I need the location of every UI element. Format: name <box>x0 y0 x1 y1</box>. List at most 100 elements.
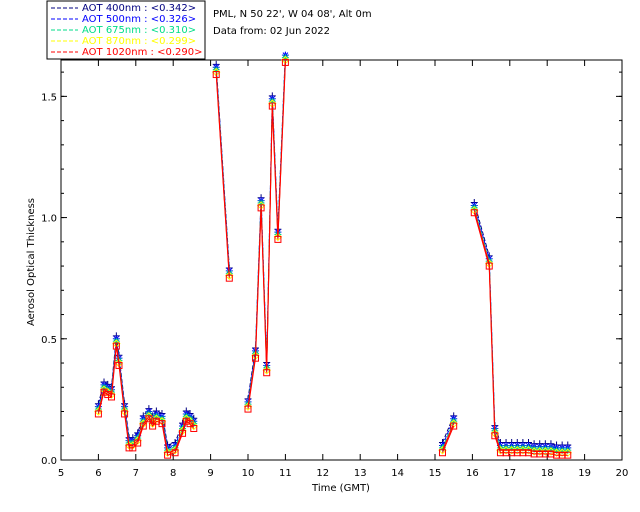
x-tick-label: 19 <box>578 468 591 479</box>
data-series <box>94 51 572 459</box>
series-3 <box>94 55 572 457</box>
x-tick-label: 5 <box>58 468 64 479</box>
data-point <box>152 412 160 420</box>
data-point <box>212 66 220 74</box>
data-point <box>438 444 446 452</box>
data-point <box>134 434 142 442</box>
series-line <box>473 210 568 454</box>
data-point <box>450 422 458 430</box>
data-point <box>438 446 447 455</box>
data-point <box>158 420 166 428</box>
series-2 <box>94 54 572 454</box>
data-point <box>508 444 516 452</box>
data-point <box>450 417 458 425</box>
data-point <box>507 446 516 455</box>
data-point <box>225 271 234 280</box>
y-tick-label: 1.5 <box>41 92 57 103</box>
data-point <box>179 424 187 432</box>
data-point <box>158 415 166 423</box>
legend-entry: AOT 675nm : <0.310> <box>82 25 196 36</box>
legend-box <box>46 0 206 60</box>
legend-entry: AOT 870nm : <0.299> <box>82 36 196 47</box>
series-1 <box>94 51 572 452</box>
data-point <box>513 444 521 452</box>
series-line <box>473 210 568 454</box>
data-point <box>149 417 157 425</box>
data-point <box>557 448 567 457</box>
y-axis-label: Aerosol Optical Thickness <box>26 198 37 326</box>
series-line <box>473 212 568 456</box>
x-tick-label: 16 <box>466 468 479 479</box>
legend-entry: AOT 400nm : <0.342> <box>82 3 196 14</box>
x-tick-label: 17 <box>503 468 516 479</box>
data-point <box>513 446 522 455</box>
x-tick-label: 8 <box>170 468 176 479</box>
x-tick-label: 12 <box>316 468 329 479</box>
data-point <box>470 204 478 212</box>
data-point <box>470 209 478 217</box>
y-tick-label: 1.0 <box>41 214 57 225</box>
data-point <box>518 446 528 455</box>
legend: AOT 400nm : <0.342>AOT 500nm : <0.326>AO… <box>46 0 206 60</box>
x-tick-label: 6 <box>95 468 101 479</box>
data-point <box>133 436 142 445</box>
data-point <box>281 54 289 62</box>
data-point <box>152 414 161 423</box>
data-point <box>525 444 532 452</box>
data-point <box>94 407 103 416</box>
data-point <box>546 447 556 456</box>
x-axis-ticks: 5 6 7 8 9 10 11 12 13 14 15 16 17 18 19 20 <box>58 60 629 479</box>
data-point <box>558 446 566 454</box>
data-point <box>100 383 108 391</box>
x-tick-label: 18 <box>541 468 554 479</box>
data-point <box>243 402 253 411</box>
data-point <box>535 447 544 456</box>
trace-line <box>97 59 568 454</box>
data-point <box>564 446 572 454</box>
data-point <box>190 420 198 428</box>
data-point <box>139 417 147 425</box>
data-point <box>145 410 153 418</box>
x-tick-label: 14 <box>391 468 404 479</box>
series-line <box>215 72 230 276</box>
series-0 <box>94 52 572 449</box>
data-point <box>502 444 510 452</box>
series-line <box>442 425 455 453</box>
data-point <box>182 412 190 420</box>
data-point <box>124 441 134 450</box>
x-tick-label: 20 <box>616 468 629 479</box>
data-point <box>553 446 561 454</box>
legend-entry: AOT 1020nm : <0.290> <box>82 47 202 58</box>
data-point <box>257 199 265 207</box>
data-point <box>129 439 137 447</box>
series-line <box>442 423 455 451</box>
x-tick-label: 7 <box>133 468 139 479</box>
data-point <box>94 405 102 413</box>
data-point <box>547 445 555 453</box>
x-tick-label: 9 <box>207 468 213 479</box>
data-point <box>273 232 283 242</box>
y-tick-label: 0.5 <box>41 335 57 346</box>
data-point <box>536 445 544 453</box>
data-point <box>564 451 572 459</box>
data-point <box>268 97 276 105</box>
location-info: PML, N 50 22', W 04 08', Alt 0m <box>213 9 372 20</box>
data-point <box>519 444 527 452</box>
data-point <box>496 446 505 455</box>
x-tick-label: 15 <box>429 468 442 479</box>
series-line <box>473 202 568 446</box>
data-point <box>530 445 538 453</box>
data-point <box>485 257 493 265</box>
data-point <box>524 446 533 455</box>
x-axis-label: Time (GMT) <box>311 483 370 494</box>
data-point <box>563 448 572 457</box>
y-tick-label: 0.0 <box>41 456 57 467</box>
series-line <box>473 207 568 451</box>
data-point <box>541 445 549 453</box>
date-info: Data from: 02 Jun 2022 <box>213 26 330 37</box>
legend-entry: AOT 500nm : <0.326> <box>82 14 196 25</box>
x-tick-label: 13 <box>354 468 367 479</box>
data-point <box>170 446 180 455</box>
data-point <box>112 337 120 345</box>
